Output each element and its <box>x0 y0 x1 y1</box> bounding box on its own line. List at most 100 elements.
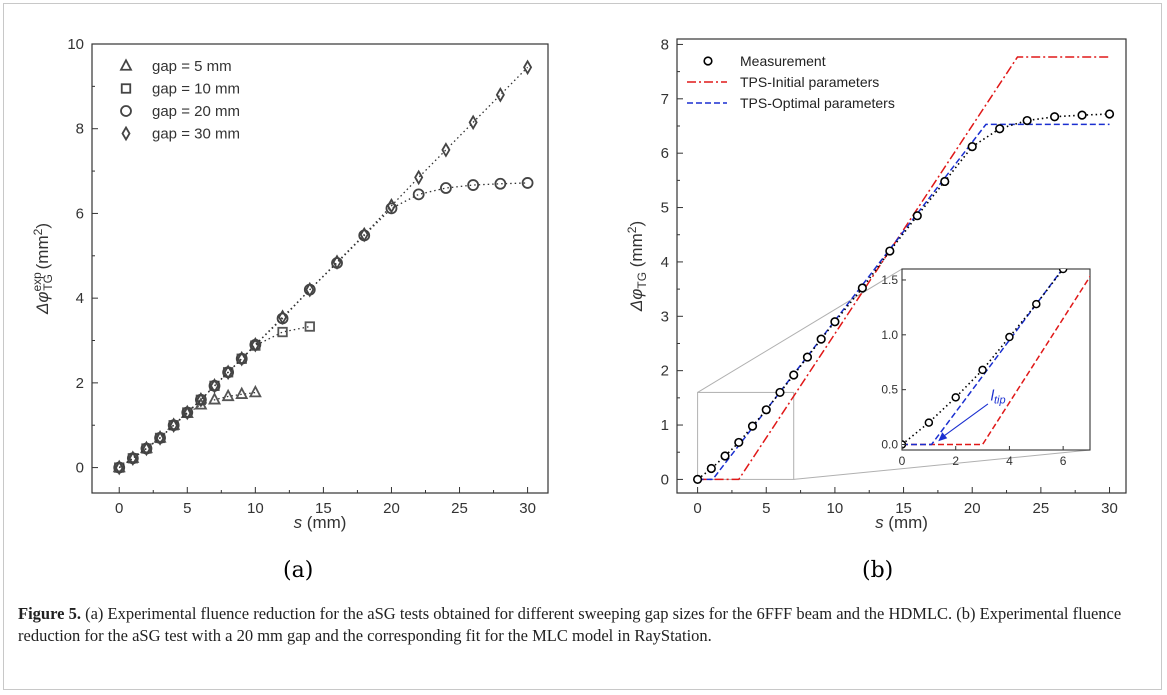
data-point <box>816 334 826 344</box>
chart-a: 0 5 10 15 20 25 30 0 2 4 6 8 10 s (mm) ΔφexpTG (mm2) ga… <box>30 36 549 532</box>
y-tick-label-b: 7 <box>661 91 669 108</box>
chart-b: 0 5 10 15 20 25 30 0 1 2 3 4 5 6 7 8 s (mm) ΔφTG (mm2) 0 2 4… <box>625 36 1127 532</box>
data-point <box>196 392 206 408</box>
data-point <box>182 404 192 421</box>
x-tick-label-b: 15 <box>895 500 912 517</box>
data-point <box>802 352 813 362</box>
data-point <box>128 450 138 467</box>
data-point <box>141 440 151 457</box>
data-point <box>885 246 895 256</box>
data-point <box>720 451 730 461</box>
data-point <box>305 281 315 298</box>
legend-marker-b <box>703 56 713 66</box>
data-point <box>468 114 478 131</box>
x-tick-label-b: 5 <box>762 500 770 517</box>
inset-y-tick-label: 1.0 <box>881 328 898 342</box>
y-tick-label-b: 0 <box>661 471 669 488</box>
y-tick-label-b: 4 <box>661 254 669 271</box>
series-line <box>697 123 1110 481</box>
x-tick-label-a: 20 <box>383 500 400 517</box>
data-point <box>495 87 505 103</box>
data-point <box>761 405 771 415</box>
zoom-connector-top <box>697 268 903 393</box>
inset-data-point <box>951 393 960 402</box>
data-point <box>414 169 424 186</box>
data-point <box>1049 112 1060 122</box>
data-point <box>441 142 451 158</box>
series-b-1 <box>697 56 1110 481</box>
y-tick-label-a: 10 <box>67 36 84 53</box>
legend-marker-a <box>121 125 131 142</box>
x-tick-label-b: 20 <box>964 500 981 517</box>
inset-data-point <box>924 418 934 427</box>
data-point <box>523 59 533 76</box>
legend-b: Measurement TPS-Initial parameters TPS-Opt… <box>687 53 895 111</box>
x-tick-label-b: 25 <box>1033 500 1050 517</box>
data-point <box>155 430 165 446</box>
data-point <box>386 198 397 214</box>
data-point <box>857 283 867 293</box>
legend-marker-a <box>120 83 132 94</box>
zoom-connector-bottom <box>793 449 1091 480</box>
data-point <box>1022 115 1032 126</box>
plot-area-a <box>91 43 549 494</box>
legend-label-a: gap = 10 mm <box>152 81 240 98</box>
data-point <box>209 378 220 394</box>
legend-label-a: gap = 30 mm <box>152 126 240 143</box>
data-point <box>995 124 1005 134</box>
x-tick-label-a: 0 <box>115 500 123 517</box>
data-point <box>1104 109 1115 119</box>
subfigure-label-a: (a) <box>283 558 314 583</box>
figure-frame <box>3 3 1162 690</box>
caption-label: Figure 5. <box>18 604 81 623</box>
data-point <box>467 179 480 191</box>
series-b-0 <box>692 109 1115 485</box>
subfigure-label-b: (b) <box>862 558 894 583</box>
y-tick-label-a: 4 <box>76 290 84 307</box>
caption-text: (a) Experimental fluence reduction for t… <box>18 604 1122 645</box>
legend-label-b: TPS-Optimal parameters <box>740 95 895 111</box>
data-point <box>248 384 262 398</box>
y-tick-label-b: 1 <box>661 417 669 434</box>
y-tick-label-a: 6 <box>76 205 84 222</box>
figure-caption: Figure 5. (a) Experimental fluence reduc… <box>18 603 1143 647</box>
legend-label-b: Measurement <box>740 53 826 69</box>
x-axis-label-a: s (mm) <box>294 513 347 532</box>
legend-marker-a <box>120 105 132 117</box>
data-point <box>692 474 703 485</box>
inset-data-point <box>1005 332 1014 342</box>
data-point <box>830 317 840 327</box>
legend-a: gap = 5 mm gap = 10 mm gap = 20 mm gap = 30… <box>119 58 240 143</box>
x-tick-label-b: 0 <box>693 500 701 517</box>
series-line <box>118 182 528 469</box>
series-line <box>697 56 1110 481</box>
legend-label-a: gap = 5 mm <box>152 58 232 75</box>
inset-frame <box>901 268 1091 451</box>
x-tick-label-a: 15 <box>315 500 332 517</box>
data-point <box>277 326 288 338</box>
data-point <box>221 388 235 402</box>
inset-y-tick-label: 1.5 <box>881 273 898 287</box>
legend-label-b: TPS-Initial parameters <box>740 74 879 90</box>
series-b-2 <box>697 123 1110 481</box>
series-a-3 <box>114 59 533 476</box>
x-tick-label-a: 5 <box>183 500 191 517</box>
y-axis-label-a: ΔφexpTG (mm2) <box>30 223 54 315</box>
y-axis-label-b: ΔφTG (mm2) <box>625 221 649 312</box>
data-point <box>169 417 179 434</box>
inset-x-tick-label: 4 <box>1006 454 1013 468</box>
legend-label-a: gap = 20 mm <box>152 103 240 120</box>
data-point <box>775 387 785 398</box>
x-tick-label-a: 30 <box>519 500 536 517</box>
inset-x-tick-label: 6 <box>1060 454 1067 468</box>
data-point <box>412 188 425 201</box>
plot-area-b <box>676 38 1127 494</box>
data-point <box>734 437 744 448</box>
ltip-arrow-line <box>941 403 989 438</box>
data-point <box>223 364 233 381</box>
series-a-1 <box>114 321 315 473</box>
zoom-box <box>697 391 795 480</box>
y-tick-label-b: 2 <box>661 363 669 380</box>
data-point <box>789 370 799 380</box>
data-point <box>250 336 260 353</box>
